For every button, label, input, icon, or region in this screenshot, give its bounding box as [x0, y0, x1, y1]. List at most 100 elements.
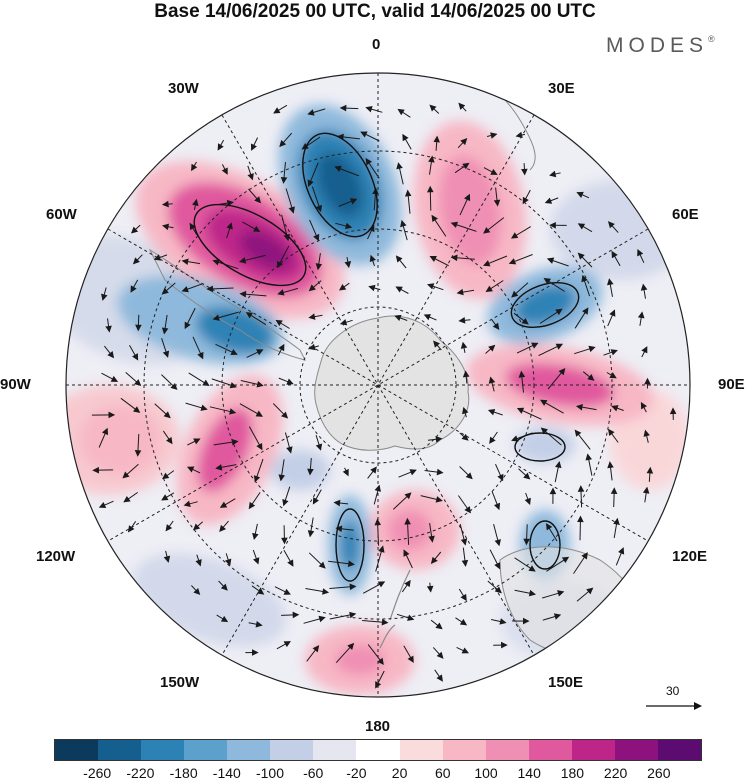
wind-arrow-head — [281, 411, 289, 419]
wind-arrow-head — [574, 429, 582, 437]
wind-arrow-head — [553, 613, 562, 620]
wind-arrow-head — [255, 410, 263, 417]
wind-arrow-head — [181, 286, 189, 293]
wind-arrow-head — [193, 438, 201, 445]
wind-arrow-head — [450, 254, 458, 262]
wind-arrow-head — [360, 131, 368, 138]
wind-arrow-head — [404, 517, 411, 525]
wind-arrow-head — [426, 585, 434, 593]
polar-map — [65, 72, 691, 698]
wind-arrow-head — [335, 525, 343, 533]
colorbar-segment — [55, 740, 99, 760]
wind-arrow-head — [546, 257, 555, 264]
colorbar-segment — [399, 740, 443, 760]
wind-arrow-head — [250, 143, 257, 151]
wind-arrow-head — [531, 342, 539, 349]
colorbar-tick-label: 220 — [603, 765, 628, 781]
colorbar-segment — [227, 740, 271, 760]
wind-arrow-head — [123, 495, 131, 503]
colorbar-segment — [571, 740, 615, 760]
wind-arrow-head — [462, 370, 470, 378]
lon-label-120e: 120E — [672, 548, 708, 565]
colorbar-segment — [356, 740, 400, 760]
wind-arrow-head — [511, 290, 519, 298]
wind-arrow-head — [581, 274, 588, 283]
wind-arrow-head — [278, 343, 285, 352]
wind-arrow-head — [487, 408, 496, 416]
wind-arrow-head — [400, 219, 407, 228]
wind-arrow-head — [275, 319, 283, 327]
wind-arrow-head — [239, 257, 247, 264]
wind-arrow-head — [494, 562, 501, 570]
wind-arrow-head — [254, 196, 262, 204]
wind-arrow-head — [245, 312, 254, 319]
wind-arrow-head — [247, 173, 254, 181]
colorbar-segment — [528, 740, 572, 760]
wind-arrow-head — [252, 532, 259, 540]
wind-arrow-head — [381, 618, 389, 626]
wind-arrow-head — [607, 428, 615, 436]
wind-arrow-head — [642, 486, 650, 494]
wind-arrow-head — [217, 143, 224, 151]
wind-arrow-head — [492, 322, 500, 331]
brand-logo: MODES® — [606, 34, 715, 58]
antarctica-land — [314, 315, 470, 451]
wind-arrow-head — [191, 163, 198, 172]
wind-arrow-head — [460, 538, 468, 546]
wind-arrow-head — [192, 198, 199, 207]
wind-arrow-head — [483, 227, 491, 234]
colorbar-tick-label: -180 — [169, 765, 198, 781]
wind-arrow-head — [307, 179, 314, 187]
wind-arrow-head — [436, 651, 444, 659]
wind-arrow-head — [423, 314, 431, 321]
wind-arrow-head — [588, 345, 596, 353]
wind-arrow-head — [231, 438, 239, 446]
wind-arrow-head — [518, 370, 526, 378]
wind-arrow-head — [220, 615, 229, 623]
lon-label-30w: 30W — [168, 80, 199, 97]
wind-arrow-head — [611, 405, 619, 412]
wind-arrow-head — [581, 552, 588, 560]
colorbar-tick-label: 100 — [474, 765, 498, 781]
wind-arrow-head — [515, 131, 523, 139]
wind-arrow-head — [428, 535, 435, 543]
wind-arrow-head — [555, 308, 563, 316]
wind-arrow-head — [511, 435, 519, 442]
wind-arrow-head — [342, 468, 349, 477]
new-zealand-land — [379, 569, 411, 649]
wind-arrow-head — [135, 324, 142, 332]
wind-arrow-head — [460, 593, 467, 602]
wind-arrow-head — [433, 135, 440, 143]
wind-arrow-head — [253, 225, 261, 232]
wind-arrow-head — [307, 109, 315, 116]
colorbar-tick-label: -260 — [83, 765, 112, 781]
wind-arrow-head — [428, 155, 435, 163]
wind-arrow-head — [404, 189, 412, 197]
colorbar-tick-label: 140 — [517, 765, 541, 781]
wind-arrow-head — [288, 206, 295, 214]
colorbar-segment — [98, 740, 142, 760]
wind-arrow-head — [161, 287, 169, 295]
wind-arrow-head — [555, 343, 564, 350]
wind-arrow-head — [368, 284, 376, 292]
wind-arrow-head — [461, 647, 470, 654]
wind-arrow-head — [107, 351, 115, 359]
wind-arrow-head — [610, 349, 618, 356]
wind-arrow-head — [402, 133, 409, 142]
colorbar-segment — [614, 740, 658, 760]
wind-arrow-head — [110, 375, 119, 382]
vector-scale-arrow — [646, 702, 702, 710]
wind-arrow-head — [396, 162, 403, 170]
wind-arrow-head — [426, 185, 434, 193]
wind-arrow-head — [461, 433, 469, 441]
wind-arrow-head — [394, 314, 402, 322]
wind-arrow-head — [255, 621, 263, 628]
wind-arrow-head — [192, 523, 201, 531]
wind-arrow-head — [436, 674, 443, 682]
wind-arrow-head — [585, 453, 592, 461]
wind-arrow-head — [523, 617, 530, 625]
lon-label-60w: 60W — [46, 206, 77, 223]
wind-arrow-head — [239, 290, 247, 298]
wind-arrow-head — [429, 256, 437, 262]
wind-arrow-head — [493, 199, 501, 207]
